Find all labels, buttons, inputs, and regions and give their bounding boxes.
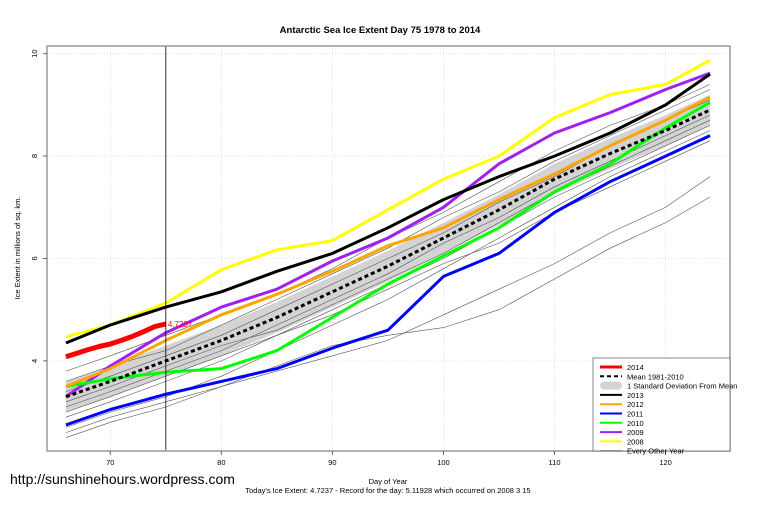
y-tick-label: 10 [30,50,39,58]
legend-label: Every Other Year [627,447,685,456]
x-tick-label: 80 [217,458,225,467]
y-axis-label: Ice Extent in millions of sq. km. [13,197,22,300]
watermark-url: http://sunshinehours.wordpress.com [10,471,235,487]
plot-frame [46,45,731,452]
y-tick-label: 8 [30,154,39,158]
x-tick-label: 110 [549,458,561,467]
annotation-label: 4.7237 [168,320,193,329]
legend-label: 1 Standard Deviation From Mean [627,382,737,391]
subtitle: Today's Ice Extent: 4.7237 - Record for … [245,486,530,495]
x-axis-label: Day of Year [369,477,408,486]
y-axis: 4 6 8 10 [30,50,47,363]
legend-label: 2012 [627,400,644,409]
legend-label: 2009 [627,428,644,437]
series-line-2014 [65,321,167,360]
series-line-2008 [65,58,711,339]
legend-label: 2008 [627,437,644,446]
other-year-line [65,89,711,382]
y-tick-label: 4 [30,359,39,363]
legend-label: 2010 [627,419,644,428]
legend-label: Mean 1981-2010 [627,372,684,381]
x-axis: 70 80 90 100 110 120 [106,451,672,467]
x-tick-label: 90 [328,458,336,467]
legend-label: 2013 [627,391,644,400]
legend-label: 2011 [627,410,643,419]
legend-swatch-sd-band [600,381,622,390]
legend-label: 2014 [627,363,644,372]
chart-title: Antarctic Sea Ice Extent Day 75 1978 to … [280,25,481,36]
x-tick-label: 100 [437,458,450,467]
x-tick-label: 120 [659,458,672,467]
x-tick-label: 70 [106,458,114,467]
y-tick-label: 6 [30,256,39,260]
